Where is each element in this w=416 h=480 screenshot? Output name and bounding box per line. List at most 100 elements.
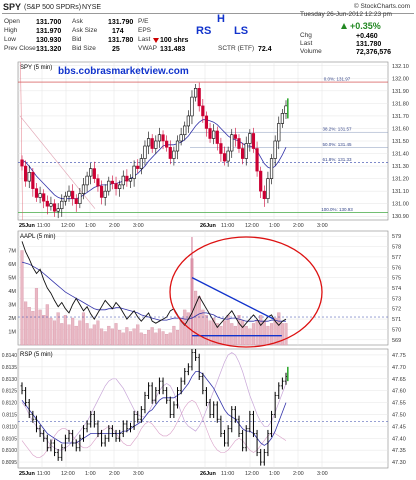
spy-candle-25 <box>110 180 115 184</box>
aapl-volume-bar-33 <box>139 332 143 346</box>
spy-candle-64 <box>251 133 256 149</box>
rsp-ytick-left-2: 0.8130 <box>2 377 18 383</box>
spy-candle-12 <box>63 195 67 202</box>
spy-candle-1 <box>24 165 28 182</box>
aapl-volume-bar-70 <box>273 317 277 346</box>
aapl-volume-bar-26 <box>114 323 118 346</box>
spy-candle-26 <box>114 183 118 189</box>
aapl-volume-bar-9 <box>52 320 57 346</box>
rsp-ytick-right-8: 47.35 <box>392 448 406 454</box>
field-label-bid-size: Bid Size <box>72 45 96 52</box>
aapl-volume-bar-15 <box>74 325 78 346</box>
spy-candle-66 <box>259 170 263 192</box>
aapl-volume-bar-40 <box>165 334 169 346</box>
spy-candle-42 <box>172 150 176 159</box>
aapl-voltick-3: 4M <box>8 289 16 295</box>
aapl-volume-bar-34 <box>143 334 147 346</box>
spy-candle-48 <box>193 88 198 98</box>
aapl-volume-bar-31 <box>132 328 136 346</box>
spy-candle-72 <box>280 113 284 124</box>
spy-candle-37 <box>154 140 158 149</box>
last-label: Last <box>300 40 313 47</box>
spy-candle-39 <box>161 134 165 142</box>
spy-candle-68 <box>266 178 270 199</box>
rsp-ytick-right-2: 47.65 <box>392 377 406 383</box>
aapl-volume-bar-3 <box>31 311 35 346</box>
aapl-volume-bar-30 <box>128 331 133 346</box>
aapl-volume-bar-8 <box>49 317 53 346</box>
aapl-volume-bar-56 <box>222 320 227 346</box>
spy-candle-7 <box>45 200 49 207</box>
spy-candle-5 <box>38 193 42 198</box>
field-label-sctr: SCTR (ETF) <box>218 45 255 52</box>
spy-candle-50 <box>201 105 205 117</box>
aapl-volume-bar-35 <box>147 329 151 346</box>
aapl-volume-bar-61 <box>241 320 245 346</box>
field-label-bid: Bid <box>72 36 82 43</box>
aapl-volume-bar-36 <box>150 327 154 346</box>
aapl-volume-bar-19 <box>89 328 93 346</box>
aapl-ytick-3: 576 <box>392 265 401 271</box>
security-name: (S&P 500 SPDRs) <box>24 4 82 11</box>
aapl-volume-bar-0 <box>20 250 24 346</box>
aapl-volume-bar-13 <box>67 324 71 346</box>
field-label-ask: Ask <box>72 18 83 25</box>
aapl-volume-bar-45 <box>183 309 187 346</box>
aapl-volume-bar-17 <box>81 312 86 346</box>
spy-candle-63 <box>248 133 252 144</box>
spy-xtick-8: 12:00 <box>245 223 259 229</box>
stockcharts-logo: © StockCharts.com <box>353 3 410 10</box>
aapl-volume-bar-66 <box>259 315 263 346</box>
aapl-volume-bar-48 <box>194 290 198 346</box>
annotation-rs: RS <box>196 25 212 37</box>
aapl-volume-bar-60 <box>237 315 241 346</box>
fib-label-3: 61.8%: 131.33 <box>322 157 352 162</box>
spy-candle-11 <box>60 200 64 210</box>
field-value-ask-size: 174 <box>112 28 124 35</box>
rsp-ytick-right-4: 47.55 <box>392 401 406 407</box>
aapl-volume-bar-4 <box>34 288 39 346</box>
spy-candle-6 <box>42 193 46 202</box>
arrow-up-icon <box>341 23 347 29</box>
symbol: SPY <box>3 2 22 12</box>
spy-xtick-2: 12:00 <box>61 223 75 229</box>
spy-ytick-2: 131.90 <box>392 89 409 95</box>
spy-candle-54 <box>215 130 219 144</box>
aapl-title: AAPL (5 min) <box>20 234 55 240</box>
rsp-xtick-0: 25Jun <box>19 471 36 477</box>
spy-candle-65 <box>255 148 259 172</box>
annotation-h: H <box>217 13 225 25</box>
fib-label-0: 0.0%: 131.97 <box>324 77 351 82</box>
rsp-ytick-left-3: 0.8125 <box>2 389 18 395</box>
spy-xtick-4: 2:00 <box>109 223 120 229</box>
spy-candle-41 <box>168 146 172 159</box>
fib-label-2: 50.0%: 131.45 <box>322 142 352 147</box>
spy-ytick-3: 131.80 <box>392 101 409 107</box>
rsp-green-bar <box>287 366 289 382</box>
rsp-ytick-right-1: 47.70 <box>392 365 406 371</box>
aapl-volume-bar-25 <box>110 328 114 346</box>
aapl-volume-bar-38 <box>157 328 161 346</box>
aapl-voltick-1: 6M <box>8 262 16 268</box>
spy-candle-19 <box>89 168 93 177</box>
field-label-eps: EPS <box>138 27 152 34</box>
spy-candle-36 <box>150 138 154 149</box>
spy-candle-31 <box>132 165 136 179</box>
aapl-volume-bar-42 <box>172 325 176 346</box>
spy-ytick-5: 131.60 <box>392 126 409 132</box>
rsp-xtick-5: 3:00 <box>133 471 144 477</box>
spy-candle-16 <box>78 193 82 204</box>
field-value-open: 131.700 <box>36 19 62 26</box>
spy-candle-59 <box>233 134 237 139</box>
spy-ytick-12: 130.90 <box>392 214 409 220</box>
spy-xtick-0: 25Jun <box>19 223 36 229</box>
spy-candle-17 <box>81 184 86 194</box>
spy-candle-23 <box>103 190 107 198</box>
rsp-xtick-10: 2:00 <box>293 471 304 477</box>
spy-xtick-5: 3:00 <box>133 223 144 229</box>
field-label-prev-close: Prev Close <box>4 45 36 52</box>
spy-ytick-7: 131.40 <box>392 152 409 158</box>
spy-candle-15 <box>74 198 78 204</box>
spy-xtick-10: 2:00 <box>293 223 304 229</box>
